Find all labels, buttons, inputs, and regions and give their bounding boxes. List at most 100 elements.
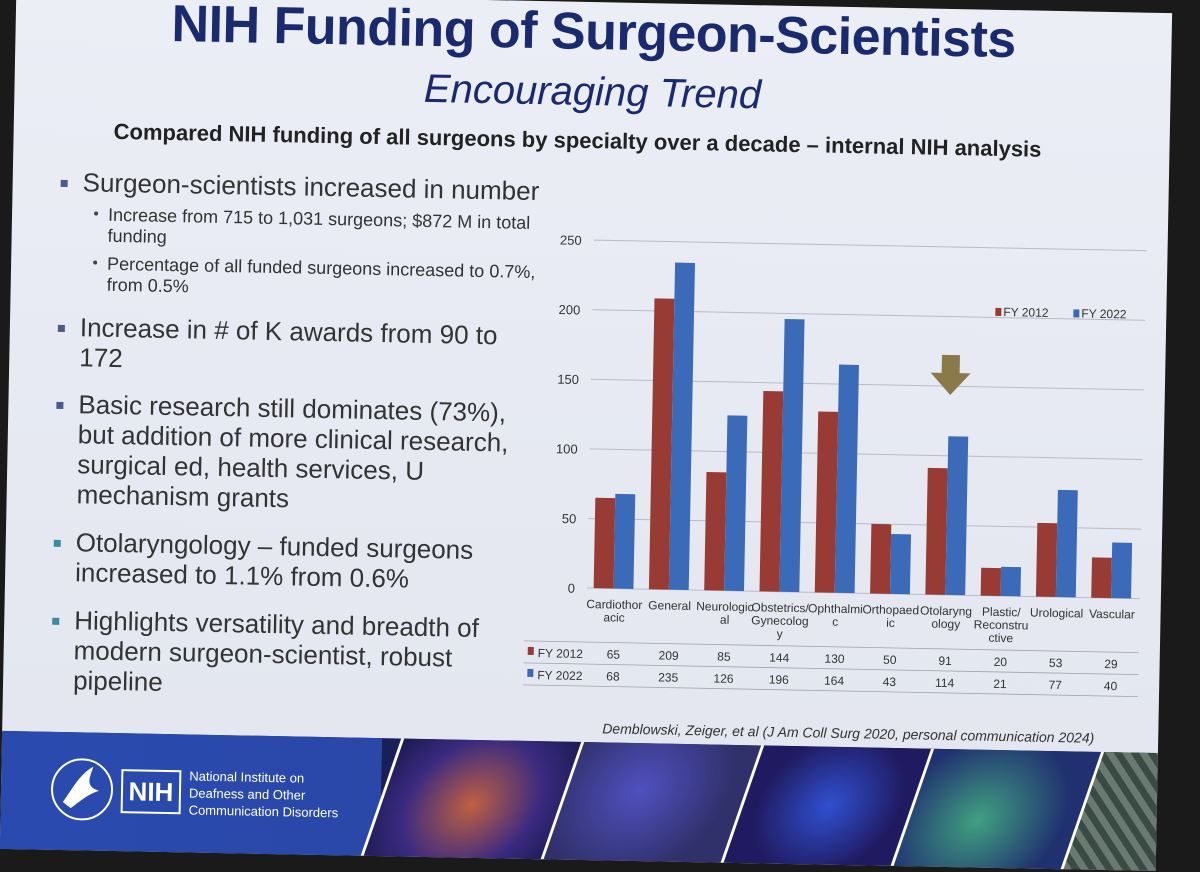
bullet-otolaryngology: Otolaryngology – funded surgeons increas… xyxy=(45,527,536,597)
bar-fy-2022 xyxy=(668,262,695,591)
x-tick-label-line: Obstetrics/ xyxy=(751,600,809,615)
bar-fy-2022 xyxy=(779,318,805,593)
footer-logo-area: NIH National Institute on Deafness and O… xyxy=(0,730,383,857)
bullet-k-awards: Increase in # of K awards from 90 to 172 xyxy=(49,312,540,381)
legend-swatch xyxy=(995,307,1002,316)
table-rule xyxy=(523,640,1139,654)
x-tick-label-line: General xyxy=(648,598,691,613)
table-cell-value: 196 xyxy=(769,673,790,687)
bar-fy-2022 xyxy=(834,364,859,594)
table-cell-value: 20 xyxy=(994,655,1008,669)
x-tick-label-line: Orthopaed xyxy=(862,602,919,617)
x-tick-label: Neurological xyxy=(696,599,754,627)
bullet-basic-research: Basic research still dominates (73%), bu… xyxy=(46,390,538,519)
institute-line-3: Communication Disorders xyxy=(188,802,339,821)
y-tick-label: 0 xyxy=(568,581,576,596)
y-tick-label: 50 xyxy=(562,511,577,526)
table-cell-value: 21 xyxy=(993,677,1007,691)
x-tick-label-line: ctive xyxy=(988,631,1013,645)
table-cell-value: 114 xyxy=(935,676,955,690)
down-arrow-icon xyxy=(930,354,971,395)
table-cell-value: 40 xyxy=(1104,679,1118,693)
x-tick-label-line: Plastic/ xyxy=(982,605,1022,620)
bullet-list: Surgeon-scientists increased in number I… xyxy=(42,167,542,723)
legend-label: FY 2012 xyxy=(1003,305,1049,320)
bar-fy-2012 xyxy=(593,497,616,589)
table-cell-value: 77 xyxy=(1048,678,1062,692)
table-cell-value: 43 xyxy=(883,675,897,689)
x-tick-label: Vascular xyxy=(1089,607,1135,622)
bar-fy-2022 xyxy=(724,415,748,592)
table-cell-value: 91 xyxy=(938,654,952,668)
x-tick-label: Ophthalmic xyxy=(808,601,863,629)
bar-fy-2022 xyxy=(1055,489,1078,598)
x-tick-label-line: Reconstru xyxy=(974,617,1029,632)
bar-fy-2012 xyxy=(1035,522,1058,598)
slide: NIH Funding of Surgeon-Scientists Encour… xyxy=(0,0,1172,871)
legend-label: FY 2022 xyxy=(1081,306,1127,321)
table-cell-value: 130 xyxy=(824,652,845,666)
table-rule xyxy=(523,684,1139,698)
bar-fy-2012 xyxy=(814,411,839,593)
x-tick-label: Urological xyxy=(1030,606,1084,621)
bullet-versatility: Highlights versatility and breadth of mo… xyxy=(43,605,535,704)
bullet-surgeon-scientists: Surgeon-scientists increased in number xyxy=(52,167,542,207)
y-tick-label: 250 xyxy=(560,232,582,247)
x-tick-label: Otolaryngology xyxy=(920,603,973,631)
table-cell-value: 144 xyxy=(769,651,790,665)
x-tick-label-line: ology xyxy=(931,617,960,632)
x-tick-label-line: Vascular xyxy=(1089,607,1135,622)
table-row-label: FY 2012 xyxy=(538,646,584,661)
legend-swatch xyxy=(1073,309,1080,318)
x-tick-label-line: c xyxy=(832,615,838,629)
nih-logo: NIH xyxy=(120,769,182,815)
y-tick-label: 200 xyxy=(558,302,580,317)
bar-fy-2012 xyxy=(980,567,1002,596)
table-cell-value: 50 xyxy=(883,653,897,667)
x-tick-label-line: Cardiothor xyxy=(586,597,642,612)
bar-fy-2022 xyxy=(613,493,636,589)
table-cell-value: 53 xyxy=(1049,656,1063,670)
y-tick-label: 100 xyxy=(556,441,578,456)
bar-fy-2012 xyxy=(925,467,948,595)
x-tick-label: Orthopaedic xyxy=(862,602,919,630)
bar-fy-2012 xyxy=(648,298,675,590)
x-tick-label-line: acic xyxy=(603,610,625,624)
table-cell-value: 65 xyxy=(607,647,621,661)
x-tick-label-line: Otolaryng xyxy=(920,603,972,618)
y-tick-label: 150 xyxy=(557,372,579,387)
x-tick-label-line: ic xyxy=(886,616,895,630)
bar-fy-2022 xyxy=(1111,542,1133,599)
sub-bullet-percentage: Percentage of all funded surgeons increa… xyxy=(51,253,542,304)
x-tick-label-line: Ophthalmi xyxy=(808,601,863,616)
table-cell-value: 209 xyxy=(659,648,680,662)
hhs-eagle-icon xyxy=(51,758,114,821)
table-cell-value: 29 xyxy=(1104,657,1118,671)
x-tick-label-line: Urological xyxy=(1030,606,1084,621)
bar-fy-2012 xyxy=(870,523,892,594)
x-tick-label-line: Neurologic xyxy=(696,599,754,614)
table-cell-value: 68 xyxy=(606,669,620,683)
bar-fy-2022 xyxy=(945,436,969,596)
bar-fy-2022 xyxy=(889,534,912,595)
footer-banner: NIH National Institute on Deafness and O… xyxy=(0,730,1158,872)
x-tick-label-line: Gynecolog xyxy=(751,613,809,628)
sub-bullet-surgeon-increase: Increase from 715 to 1,031 surgeons; $87… xyxy=(51,204,542,255)
table-cell-value: 235 xyxy=(658,670,679,684)
table-cell-value: 126 xyxy=(713,671,734,685)
bar-fy-2022 xyxy=(1000,566,1022,597)
x-tick-label-line: y xyxy=(777,627,783,641)
x-tick-label: Cardiothoracic xyxy=(586,597,643,625)
x-tick-label: Plastic/Reconstructive xyxy=(973,604,1028,645)
table-row-label: FY 2022 xyxy=(537,668,583,683)
bar-fy-2012 xyxy=(759,390,784,592)
table-rule xyxy=(523,662,1139,676)
institute-name: National Institute on Deafness and Other… xyxy=(188,768,339,822)
bar-fy-2012 xyxy=(1091,557,1112,599)
x-tick-label-line: al xyxy=(720,613,730,627)
gridline xyxy=(593,239,1147,252)
table-cell-value: 85 xyxy=(717,650,731,664)
x-tick-label: Obstetrics/Gynecology xyxy=(751,600,810,641)
table-swatch xyxy=(527,646,534,656)
